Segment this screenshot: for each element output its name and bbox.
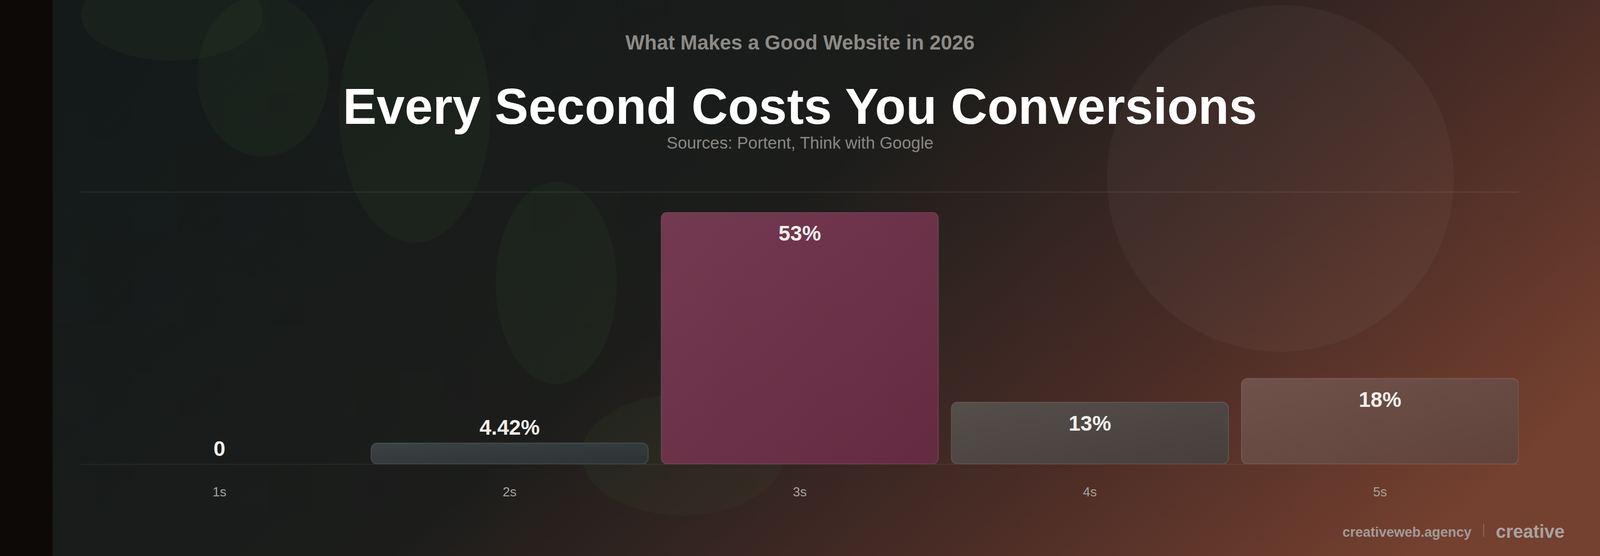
x-tick: 5s bbox=[1372, 484, 1387, 500]
data-label: 0 bbox=[213, 436, 226, 461]
bar-sheen bbox=[661, 212, 939, 465]
x-axis: 1s 2s 3s 4s 5s bbox=[81, 464, 1520, 501]
decor-blob bbox=[197, 0, 329, 157]
bar-sheen bbox=[1241, 378, 1519, 465]
data-label: 4.42% bbox=[479, 415, 540, 440]
bar bbox=[1241, 378, 1519, 465]
decor-circle bbox=[1106, 5, 1454, 352]
suptitle: What Makes a Good Website in 2026 bbox=[625, 31, 975, 54]
bars bbox=[371, 212, 1519, 465]
left-strip bbox=[0, 0, 53, 556]
data-labels: 0 4.42% 53% 13% 18% bbox=[213, 221, 1402, 461]
x-tick: 1s bbox=[212, 484, 227, 500]
x-axis-line bbox=[81, 464, 1520, 465]
bar-sheen bbox=[951, 402, 1229, 465]
chart-canvas: What Makes a Good Website in 2026 Every S… bbox=[0, 0, 1600, 556]
footer-brand: creative bbox=[1495, 521, 1565, 543]
data-label: 53% bbox=[778, 221, 821, 246]
data-label: 18% bbox=[1358, 387, 1402, 412]
x-tick-label: 3s bbox=[792, 484, 807, 500]
divider bbox=[80, 191, 1519, 193]
subtitle: Sources: Portent, Think with Google bbox=[666, 133, 934, 153]
x-tick: 4s bbox=[1083, 484, 1097, 500]
title: Every Second Costs You Conversions bbox=[342, 77, 1258, 135]
bar-sheen bbox=[371, 442, 649, 465]
bar bbox=[951, 402, 1229, 465]
x-tick: 2s bbox=[502, 484, 517, 500]
bar bbox=[371, 442, 649, 465]
x-tick-label: 2s bbox=[502, 484, 517, 500]
x-tick-label: 1s bbox=[212, 484, 227, 500]
bar-group bbox=[1241, 378, 1519, 465]
footer-separator bbox=[1483, 523, 1485, 538]
decor-blob bbox=[495, 182, 617, 385]
x-tick-label: 4s bbox=[1083, 484, 1097, 500]
footer-url: creativeweb.agency bbox=[1342, 524, 1472, 541]
bar-group bbox=[661, 212, 939, 465]
x-tick-label: 5s bbox=[1372, 484, 1387, 500]
bar-group bbox=[951, 402, 1229, 465]
bar bbox=[661, 212, 939, 465]
x-tick: 3s bbox=[792, 484, 807, 500]
bar-group bbox=[371, 442, 649, 465]
bar bbox=[80, 463, 359, 465]
data-label: 13% bbox=[1068, 411, 1111, 436]
